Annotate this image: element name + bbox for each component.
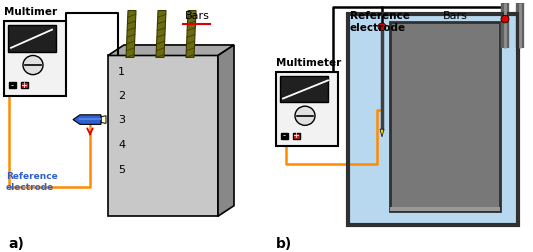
Text: Bars: Bars	[443, 12, 468, 21]
Bar	[281, 133, 288, 139]
Polygon shape	[380, 129, 384, 137]
Bar	[293, 133, 300, 139]
Text: 5: 5	[118, 165, 125, 175]
Bar	[390, 22, 500, 211]
Polygon shape	[108, 55, 218, 216]
Circle shape	[23, 55, 43, 75]
Text: -: -	[11, 81, 13, 90]
Circle shape	[295, 106, 315, 125]
Text: Multimer: Multimer	[4, 7, 57, 17]
Text: +: +	[293, 131, 300, 140]
Text: +: +	[21, 81, 27, 90]
Bar	[280, 76, 328, 102]
Bar	[350, 16, 516, 223]
Polygon shape	[186, 11, 196, 57]
Polygon shape	[101, 116, 106, 123]
Text: 1: 1	[118, 67, 125, 77]
Text: Reference
electrode: Reference electrode	[6, 172, 58, 192]
Text: Reference
electrode: Reference electrode	[350, 12, 410, 33]
Text: b): b)	[276, 237, 292, 251]
Bar	[348, 14, 518, 225]
Bar	[21, 82, 28, 88]
Text: a): a)	[8, 237, 24, 251]
Polygon shape	[156, 11, 166, 57]
Text: 2: 2	[118, 91, 125, 101]
Polygon shape	[218, 45, 234, 216]
Circle shape	[378, 23, 386, 30]
Bar	[9, 82, 16, 88]
Polygon shape	[126, 11, 136, 57]
Text: Multimeter: Multimeter	[276, 58, 341, 68]
Text: 3: 3	[118, 115, 125, 124]
Polygon shape	[108, 45, 234, 55]
Bar	[4, 21, 66, 96]
Bar	[390, 207, 500, 211]
Text: 4: 4	[118, 140, 125, 150]
Circle shape	[501, 15, 509, 23]
Bar	[276, 72, 338, 146]
Bar	[8, 25, 56, 52]
Polygon shape	[73, 115, 101, 124]
Text: Bars: Bars	[185, 11, 210, 21]
Text: -: -	[282, 131, 286, 140]
